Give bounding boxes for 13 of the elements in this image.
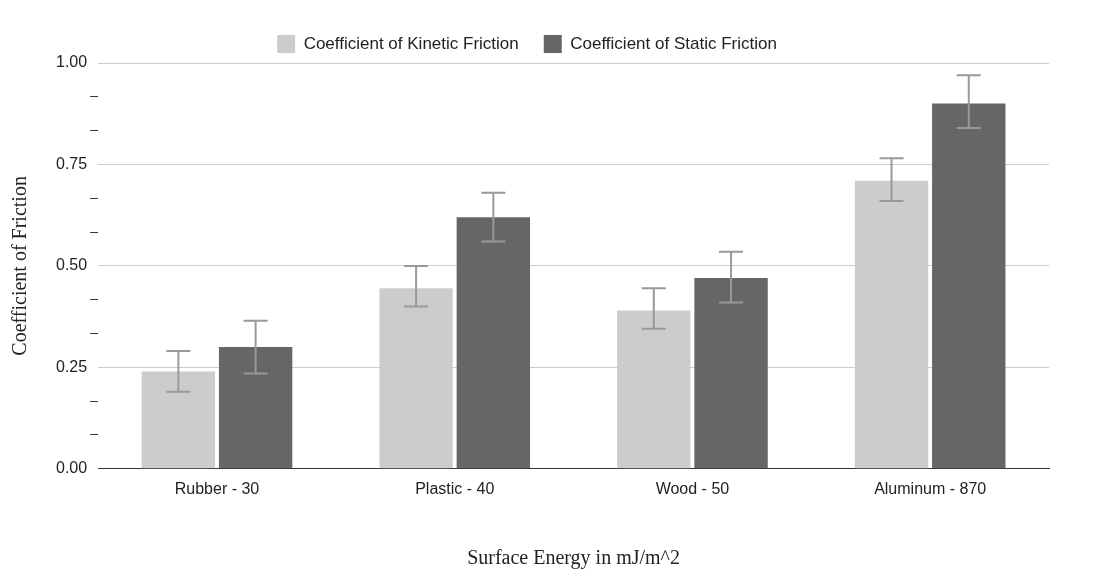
x-tick-label: Aluminum - 870 (874, 479, 987, 497)
text: 0.00 (56, 459, 88, 477)
x-tick-label: Wood - 50 (655, 479, 730, 497)
x-tick-label: Rubber - 30 (174, 479, 260, 497)
legend-label: Coefficient of Static Friction (570, 33, 777, 53)
legend-label: Coefficient of Kinetic Friction (303, 33, 519, 53)
y-tick-label: 0.50 (56, 256, 88, 274)
y-axis-title: Coefficient of Friction (8, 176, 31, 356)
y-tick-label: 0.25 (56, 357, 88, 375)
x-axis-title: Surface Energy in mJ/m^2 (467, 546, 681, 570)
y-tick-label: 1.00 (56, 53, 88, 71)
y-tick-label: 0.75 (56, 154, 88, 172)
x-tick-label: Plastic - 40 (415, 479, 495, 497)
